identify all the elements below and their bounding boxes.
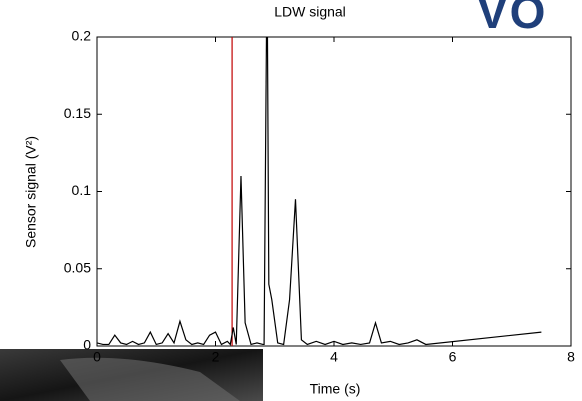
plot-area bbox=[96, 36, 572, 347]
photo-detail bbox=[60, 357, 240, 401]
signal-line bbox=[97, 37, 542, 346]
x-tick-label: 2 bbox=[212, 349, 220, 365]
x-tick-label: 6 bbox=[449, 349, 457, 365]
y-tick-label: 0.15 bbox=[64, 105, 91, 121]
x-tick-label: 4 bbox=[330, 349, 338, 365]
y-tick-label: 0.05 bbox=[64, 259, 91, 275]
x-axis-label: Time (s) bbox=[310, 381, 361, 397]
y-tick-label: 0 bbox=[83, 337, 91, 353]
logo: VO bbox=[477, 0, 547, 38]
x-tick-label: 0 bbox=[93, 349, 101, 365]
chart-title: LDW signal bbox=[274, 4, 346, 20]
y-tick-label: 0.2 bbox=[72, 28, 92, 44]
y-axis-label: Sensor signal (V²) bbox=[23, 136, 39, 248]
plot-lines bbox=[97, 37, 542, 346]
x-tick-label: 8 bbox=[567, 349, 575, 365]
y-tick-label: 0.1 bbox=[72, 182, 92, 198]
